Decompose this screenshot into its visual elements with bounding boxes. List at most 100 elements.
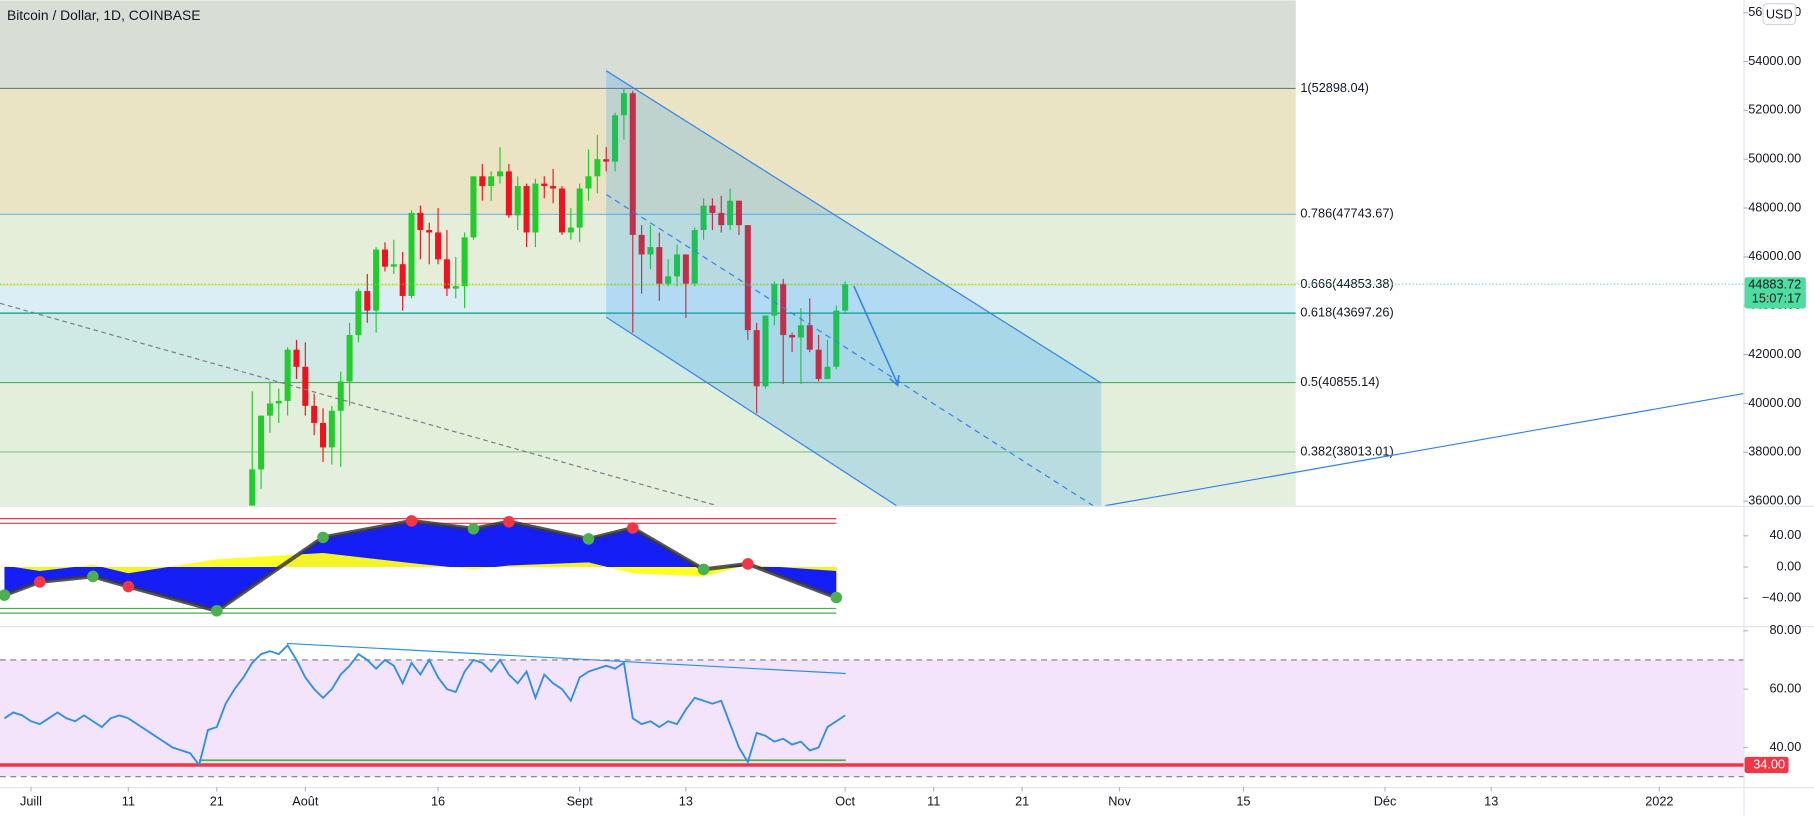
candle-body <box>638 234 645 255</box>
candle-body <box>727 200 734 226</box>
pivot-dot <box>0 589 11 601</box>
rsi-pane <box>0 642 1744 778</box>
channel-mid <box>605 194 1094 506</box>
candle-body <box>408 212 415 296</box>
candle-body <box>665 276 672 284</box>
y-tick-label: −40.00 <box>1762 590 1801 605</box>
y-tick-label: 80.00 <box>1769 622 1801 637</box>
y-tick-label: 42000.00 <box>1748 346 1801 361</box>
candle-body <box>249 469 256 506</box>
candle-body <box>452 286 459 289</box>
pivot-dot <box>122 580 135 593</box>
candle-body <box>780 283 787 336</box>
candle-body <box>488 176 495 187</box>
x-tick-label: 11 <box>927 793 940 808</box>
oscillator-line <box>3 518 838 613</box>
y-tick-label: 46000.00 <box>1748 248 1801 263</box>
pivot-dot <box>467 522 480 535</box>
candle-body <box>789 335 796 338</box>
pivot-dot <box>87 570 99 583</box>
pivot-dot <box>626 522 639 534</box>
candle-body <box>674 254 681 277</box>
pivot-dot <box>34 576 46 588</box>
drawings <box>0 70 1744 506</box>
candle-body <box>328 410 335 448</box>
candle-body <box>293 349 300 367</box>
fib-label: 0.786(47743.67) <box>1300 206 1393 221</box>
candle-body <box>842 284 849 311</box>
y-tick-label: 60.00 <box>1769 680 1801 695</box>
oscillator-pane <box>0 515 843 617</box>
x-tick-label: 13 <box>1484 793 1498 808</box>
candle-body <box>497 171 504 177</box>
x-tick-label: 21 <box>210 793 224 808</box>
candle-body <box>373 249 380 311</box>
candle-body <box>364 291 371 311</box>
countdown-label: 15:07:17 <box>1752 291 1802 306</box>
candle-body <box>700 205 707 231</box>
candle-body <box>797 325 804 338</box>
channel-edge <box>605 316 897 506</box>
candle-body <box>337 381 344 411</box>
candle-body <box>709 205 716 213</box>
candle-body <box>461 237 468 287</box>
candle-body <box>470 176 477 238</box>
chart-title: Bitcoin / Dollar, 1D, COINBASE <box>7 7 201 23</box>
candle-body <box>381 249 388 267</box>
candle-body <box>355 291 362 336</box>
fib-band <box>0 88 1296 215</box>
candle-body <box>682 254 689 284</box>
pivot-dot <box>830 591 843 604</box>
candle-body <box>514 186 521 216</box>
x-tick-label: Déc <box>1374 793 1397 808</box>
price-pane: 1(52898.04)0.786(47743.67)0.666(44853.38… <box>0 0 1744 506</box>
arrow-head <box>889 374 900 387</box>
candle-body <box>302 366 309 406</box>
candle-body <box>390 264 397 267</box>
pivot-dot <box>317 531 329 544</box>
fib-band <box>0 0 1296 89</box>
fib-band <box>0 382 1296 452</box>
candle-body <box>550 186 557 189</box>
candle-body <box>629 93 636 235</box>
candle-body <box>443 259 450 289</box>
candle-body <box>275 400 282 404</box>
candle-body <box>718 212 725 226</box>
candle-body <box>620 93 627 116</box>
candle-body <box>311 405 318 423</box>
candle-body <box>576 188 583 228</box>
y-tick-label: 40.00 <box>1769 527 1801 542</box>
x-tick-label: 16 <box>431 793 445 808</box>
candle-body <box>426 230 433 233</box>
y-tick-label: 40.00 <box>1769 739 1801 754</box>
last-price-tag <box>1744 277 1806 309</box>
signal-area <box>4 552 837 577</box>
candle-body <box>284 349 291 401</box>
candle-body <box>346 335 353 382</box>
rsi-line <box>3 643 846 768</box>
x-tick-label: 2022 <box>1645 793 1673 808</box>
candle-body <box>744 225 751 331</box>
candle-body <box>558 188 565 233</box>
candle-body <box>505 171 512 216</box>
y-tick-label: 36000.00 <box>1748 492 1801 507</box>
divergence-line <box>286 642 846 675</box>
candle-body <box>585 176 592 189</box>
candle-body <box>824 366 831 380</box>
candle-body <box>435 232 442 260</box>
fib-band <box>0 451 1296 506</box>
candle-body <box>320 422 327 448</box>
trend-line <box>0 302 718 506</box>
candle-body <box>833 310 840 367</box>
fib-label: 1(52898.04) <box>1300 80 1369 95</box>
pivot-dot <box>697 563 710 576</box>
candle-body <box>656 247 663 284</box>
x-tick-label: Oct <box>835 793 855 808</box>
pivot-dot <box>503 515 515 528</box>
candle-body <box>762 315 769 387</box>
candle-body <box>479 176 486 187</box>
candle-body <box>735 200 742 226</box>
pivot-dot <box>742 558 754 570</box>
x-tick-label: Août <box>292 793 319 808</box>
